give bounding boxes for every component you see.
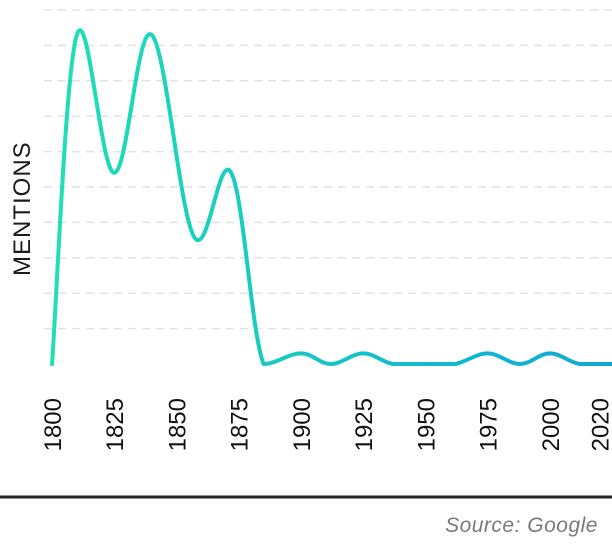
x-tick-label: 1925 [351, 398, 378, 451]
y-axis-label: MENTIONS [9, 141, 36, 276]
x-tick-label: 1825 [102, 398, 129, 451]
x-tick-label: 1975 [476, 398, 503, 451]
y-axis-label-group: MENTIONS [9, 141, 36, 276]
gridlines [44, 9, 612, 330]
x-tick-label: 1800 [40, 398, 67, 451]
x-tick-label: 2020 [588, 398, 612, 451]
x-tick-label: 2000 [538, 398, 565, 451]
series-line [50, 28, 612, 367]
x-axis-ticks: 1800 1825 1850 1875 1900 1925 1950 1975 2000 2020 [40, 398, 612, 451]
x-tick-label: 1950 [413, 398, 440, 451]
x-tick-label: 1875 [227, 398, 254, 451]
x-tick-label: 1900 [289, 398, 316, 451]
x-tick-label: 1850 [164, 398, 191, 451]
source-note: Source: Google [445, 514, 598, 537]
